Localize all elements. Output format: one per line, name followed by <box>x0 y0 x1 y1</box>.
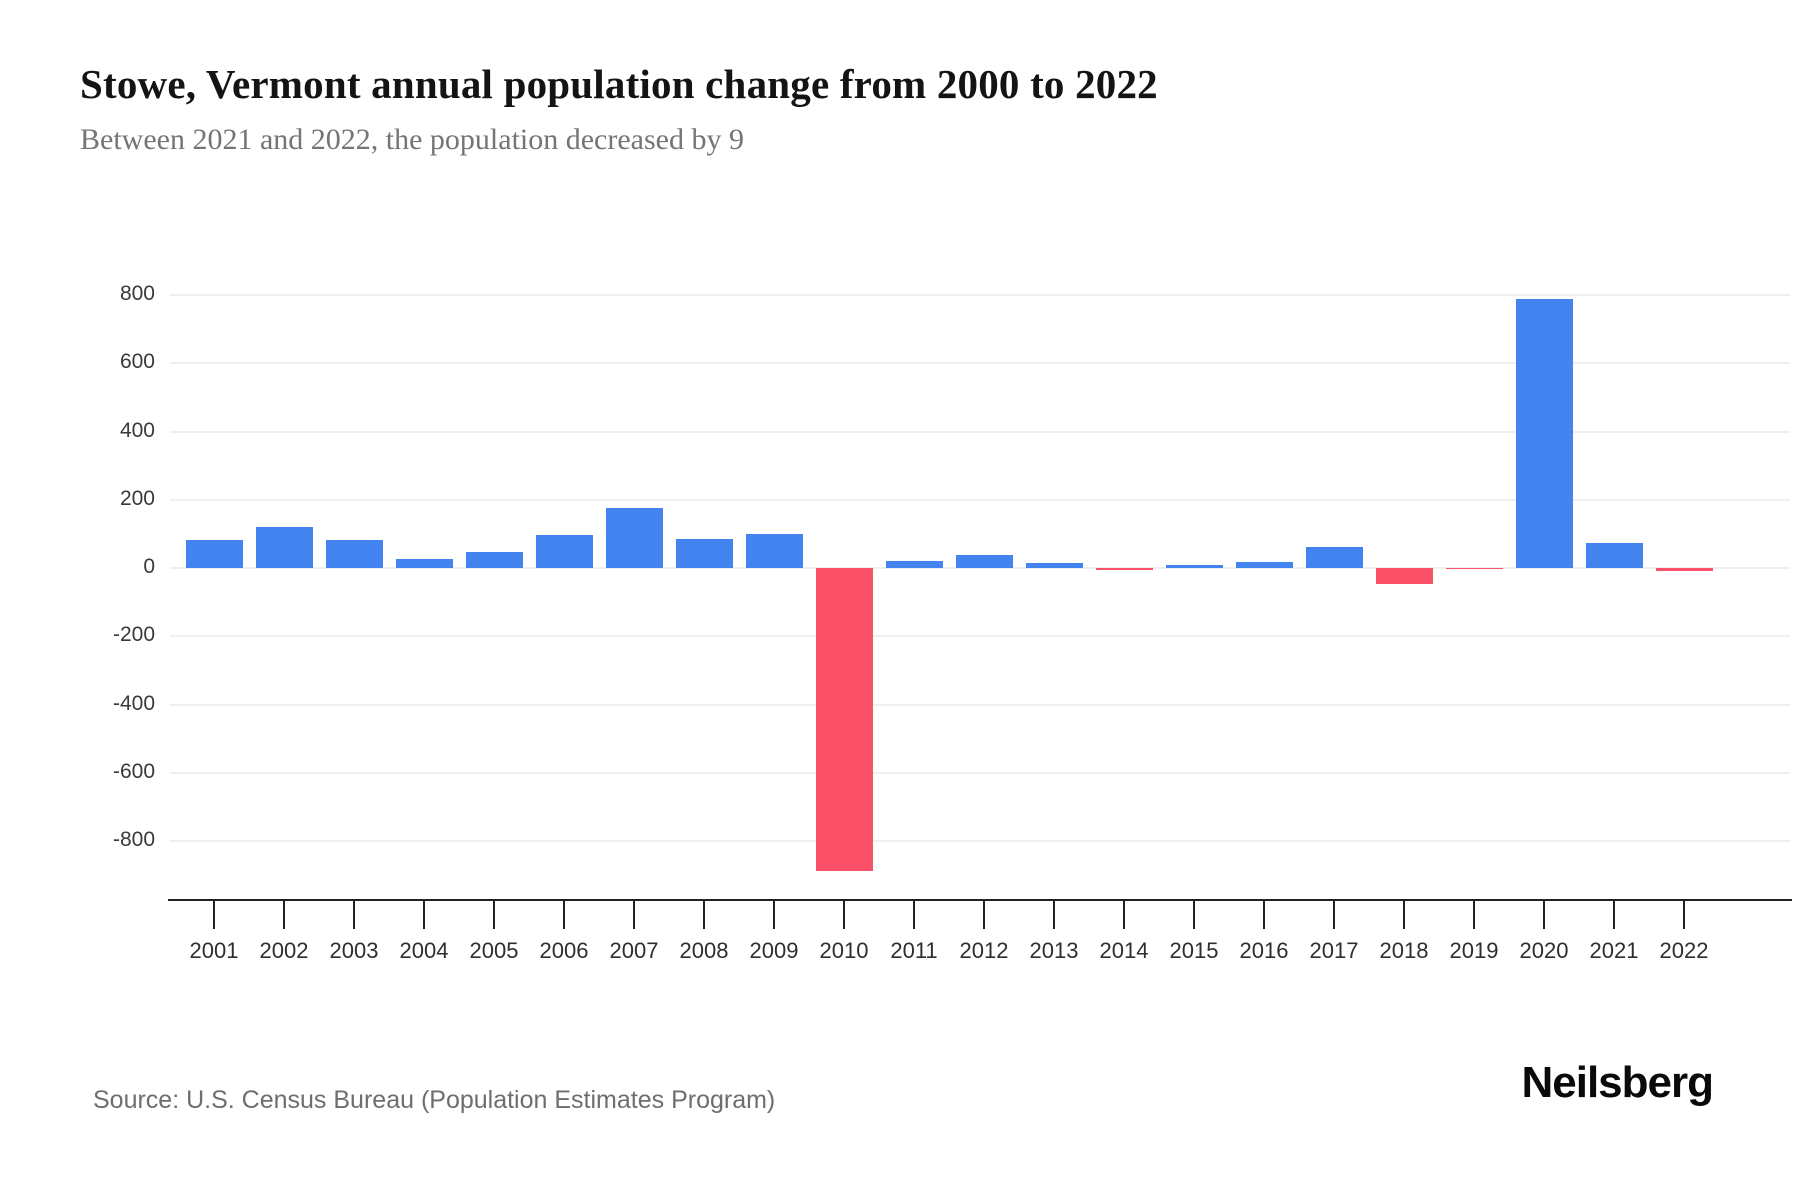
bar-2006 <box>535 534 593 568</box>
gridline-400 <box>170 430 1790 433</box>
x-axis-line <box>168 899 1792 901</box>
x-tick-2018 <box>1403 901 1405 929</box>
y-tick-label--600: -600 <box>112 759 155 783</box>
bar-2002 <box>255 527 313 568</box>
bar-2003 <box>325 540 383 568</box>
y-tick-label-800: 800 <box>119 282 155 305</box>
x-tick-2011 <box>913 901 915 929</box>
bar-2011 <box>885 561 943 568</box>
y-tick-label--200: -200 <box>112 623 155 647</box>
bar-chart: 800 600 400 200 0 -200 -400 -600 -800 2001 2002 200… <box>112 282 1792 963</box>
brand-logo: Neilsberg <box>1521 1058 1714 1107</box>
x-tick-label-2006: 2006 <box>539 938 589 963</box>
x-tick-2008 <box>703 901 705 929</box>
x-tick-2009 <box>773 901 775 929</box>
bar-2021 <box>1585 543 1643 568</box>
gridline--400 <box>170 703 1790 706</box>
x-tick-label-2015: 2015 <box>1169 938 1219 963</box>
x-tick-label-2019: 2019 <box>1449 938 1499 963</box>
bar-2013 <box>1025 562 1083 568</box>
y-tick-label-600: 600 <box>119 350 155 374</box>
bar-2015 <box>1165 564 1223 568</box>
x-tick-2015 <box>1193 901 1195 929</box>
gridline--600 <box>170 771 1790 774</box>
y-tick-label--800: -800 <box>112 828 155 851</box>
bar-2010 <box>815 568 873 871</box>
x-tick-label-2004: 2004 <box>399 938 449 963</box>
gridline-200 <box>170 498 1790 501</box>
x-tick-label-2016: 2016 <box>1239 938 1289 963</box>
gridline-600 <box>170 362 1790 365</box>
y-tick-label-0: 0 <box>143 555 155 578</box>
x-tick-label-2021: 2021 <box>1589 938 1639 963</box>
x-tick-label-2007: 2007 <box>609 938 659 963</box>
x-tick-label-2017: 2017 <box>1309 938 1359 963</box>
bar-2001 <box>185 540 243 568</box>
x-tick-label-2001: 2001 <box>189 938 239 963</box>
chart-title: Stowe, Vermont annual population change … <box>80 61 1158 107</box>
bar-2017 <box>1305 546 1363 568</box>
x-tick-label-2002: 2002 <box>259 938 309 963</box>
x-tick-2005 <box>493 901 495 929</box>
x-tick-label-2020: 2020 <box>1519 938 1569 963</box>
x-tick-label-2008: 2008 <box>679 938 729 963</box>
y-tick-label-400: 400 <box>119 418 155 442</box>
gridline--200 <box>170 635 1790 638</box>
bar-2020 <box>1515 299 1573 568</box>
x-tick-label-2013: 2013 <box>1029 938 1079 963</box>
bar-2008 <box>675 538 733 568</box>
x-tick-2017 <box>1333 901 1335 929</box>
source-note: Source: U.S. Census Bureau (Population E… <box>93 1086 776 1114</box>
x-tick-label-2009: 2009 <box>749 938 799 963</box>
x-tick-2016 <box>1263 901 1265 929</box>
x-tick-label-2012: 2012 <box>959 938 1009 963</box>
bar-2007 <box>605 507 663 568</box>
x-tick-2012 <box>983 901 985 929</box>
x-tick-2003 <box>353 901 355 929</box>
bar-2005 <box>465 551 523 568</box>
x-tick-2010 <box>843 901 845 929</box>
x-tick-2022 <box>1683 901 1685 929</box>
x-tick-2006 <box>563 901 565 929</box>
bar-2014 <box>1095 568 1153 571</box>
x-tick-label-2011: 2011 <box>890 938 938 963</box>
x-tick-label-2003: 2003 <box>329 938 379 963</box>
bar-2016 <box>1235 562 1293 568</box>
gridline-800 <box>170 294 1790 296</box>
x-tick-2007 <box>633 901 635 929</box>
x-tick-2013 <box>1053 901 1055 929</box>
x-tick-label-2010: 2010 <box>819 938 869 963</box>
y-tick-label--400: -400 <box>112 691 155 715</box>
bar-2012 <box>955 554 1013 568</box>
chart-subtitle: Between 2021 and 2022, the population de… <box>80 123 744 156</box>
x-tick-label-2018: 2018 <box>1379 938 1429 963</box>
x-tick-2021 <box>1613 901 1615 929</box>
x-tick-2001 <box>213 901 215 929</box>
x-tick-2019 <box>1473 901 1475 929</box>
x-tick-2004 <box>423 901 425 929</box>
x-tick-label-2014: 2014 <box>1099 938 1149 963</box>
x-tick-2014 <box>1123 901 1125 929</box>
bar-2009 <box>745 533 803 568</box>
bar-2022 <box>1655 568 1713 572</box>
x-tick-2002 <box>283 901 285 929</box>
bar-2018 <box>1375 568 1433 584</box>
y-tick-label-200: 200 <box>119 486 155 510</box>
gridline--800 <box>170 840 1790 842</box>
x-tick-label-2022: 2022 <box>1659 938 1709 963</box>
x-tick-2020 <box>1543 901 1545 929</box>
bar-2019 <box>1445 568 1503 569</box>
x-tick-label-2005: 2005 <box>469 938 519 963</box>
bar-2004 <box>395 559 453 568</box>
gridline-0 <box>170 567 1790 569</box>
